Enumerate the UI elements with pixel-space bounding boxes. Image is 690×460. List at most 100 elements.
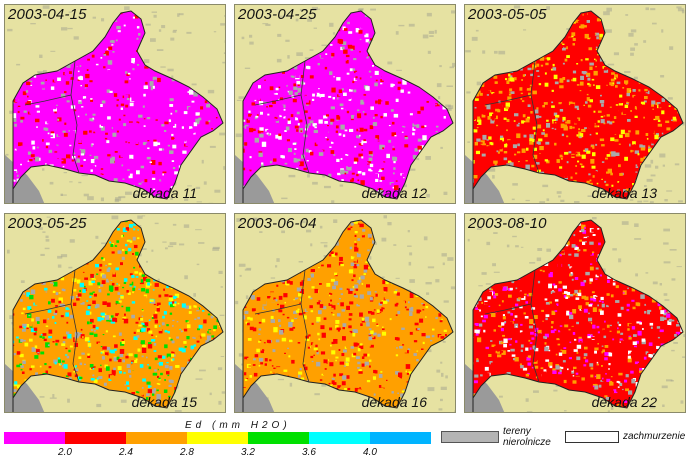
background-speckle (69, 181, 73, 183)
background-speckle (607, 410, 610, 412)
background-speckle (298, 261, 303, 263)
background-speckle (137, 215, 143, 219)
background-speckle (320, 242, 328, 244)
background-speckle (16, 63, 21, 66)
background-speckle (244, 268, 251, 271)
background-speckle (165, 247, 168, 250)
background-speckle (265, 23, 271, 26)
background-speckle (249, 34, 253, 38)
background-speckle (664, 299, 670, 301)
background-speckle (499, 395, 503, 398)
background-speckle (676, 266, 682, 268)
background-speckle (266, 397, 269, 399)
background-speckle (40, 253, 45, 256)
background-speckle (224, 40, 225, 43)
background-speckle (339, 184, 344, 187)
background-speckle (140, 248, 147, 250)
subregion-border (254, 60, 310, 174)
background-speckle (475, 29, 479, 32)
background-speckle (239, 274, 242, 277)
background-speckle (445, 104, 451, 108)
background-speckle (259, 231, 263, 233)
background-speckle (114, 198, 120, 203)
background-speckle (262, 23, 269, 25)
background-speckle (663, 228, 670, 232)
background-speckle (249, 41, 254, 45)
background-speckle (438, 96, 441, 100)
background-speckle (439, 65, 442, 68)
colorbar-segment (4, 432, 65, 444)
background-speckle (434, 29, 437, 34)
background-speckle (396, 69, 402, 71)
background-speckle (333, 219, 338, 223)
background-speckle (422, 34, 429, 39)
background-speckle (196, 263, 200, 266)
colorbar-tick-label: 2.0 (58, 447, 72, 458)
background-speckle (428, 30, 435, 34)
background-speckle (307, 174, 310, 178)
background-speckle (442, 262, 445, 266)
background-speckle (426, 193, 430, 198)
non-agricultural-label: tereny nierolnicze (503, 426, 551, 448)
background-speckle (630, 399, 635, 401)
background-speckle (671, 278, 676, 281)
background-speckle (634, 238, 642, 240)
background-speckle (246, 267, 252, 270)
background-speckle (671, 349, 675, 352)
background-speckle (183, 224, 190, 228)
background-speckle (669, 249, 677, 251)
background-speckle (73, 36, 79, 40)
background-speckle (214, 189, 221, 193)
background-speckle (322, 174, 326, 178)
region-map (5, 5, 225, 203)
background-speckle (186, 31, 192, 34)
background-speckle (172, 223, 177, 226)
subregion-border (24, 60, 80, 174)
background-speckle (220, 286, 223, 288)
background-speckle (682, 121, 685, 126)
background-speckle (57, 255, 63, 259)
subregion-border (484, 269, 540, 383)
background-speckle (634, 43, 638, 46)
background-speckle (536, 257, 542, 262)
background-speckle (187, 185, 192, 187)
region-map (235, 6, 455, 203)
background-speckle (49, 181, 54, 185)
background-speckle (218, 400, 222, 405)
background-speckle (238, 353, 244, 357)
background-speckle (331, 200, 335, 203)
background-speckle (167, 68, 174, 72)
background-speckle (136, 396, 141, 400)
background-speckle (198, 242, 205, 244)
dekada-label: dekada 12 (361, 185, 427, 201)
background-speckle (607, 63, 615, 66)
background-speckle (369, 256, 372, 260)
background-speckle (289, 382, 293, 387)
map-panel: 2003-08-10 dekada 22 (464, 213, 686, 413)
background-speckle (613, 52, 619, 56)
background-speckle (160, 66, 166, 68)
background-speckle (606, 7, 612, 12)
background-speckle (281, 230, 285, 234)
background-speckle (61, 27, 68, 31)
background-speckle (276, 58, 282, 63)
background-speckle (154, 222, 159, 225)
background-speckle (443, 300, 449, 303)
background-speckle (208, 202, 214, 203)
date-label: 2003-06-04 (238, 215, 317, 232)
background-speckle (425, 282, 432, 285)
background-speckle (493, 232, 498, 234)
background-speckle (520, 246, 524, 248)
colorbar-segment (248, 432, 309, 444)
background-speckle (466, 91, 471, 94)
background-speckle (111, 215, 119, 220)
background-speckle (512, 183, 518, 186)
background-speckle (37, 71, 45, 74)
background-speckle (177, 13, 180, 17)
colorbar-segment (126, 432, 187, 444)
background-speckle (546, 248, 551, 252)
background-speckle (195, 378, 203, 380)
background-speckle (476, 81, 482, 86)
background-speckle (436, 369, 441, 373)
background-speckle (381, 276, 385, 278)
